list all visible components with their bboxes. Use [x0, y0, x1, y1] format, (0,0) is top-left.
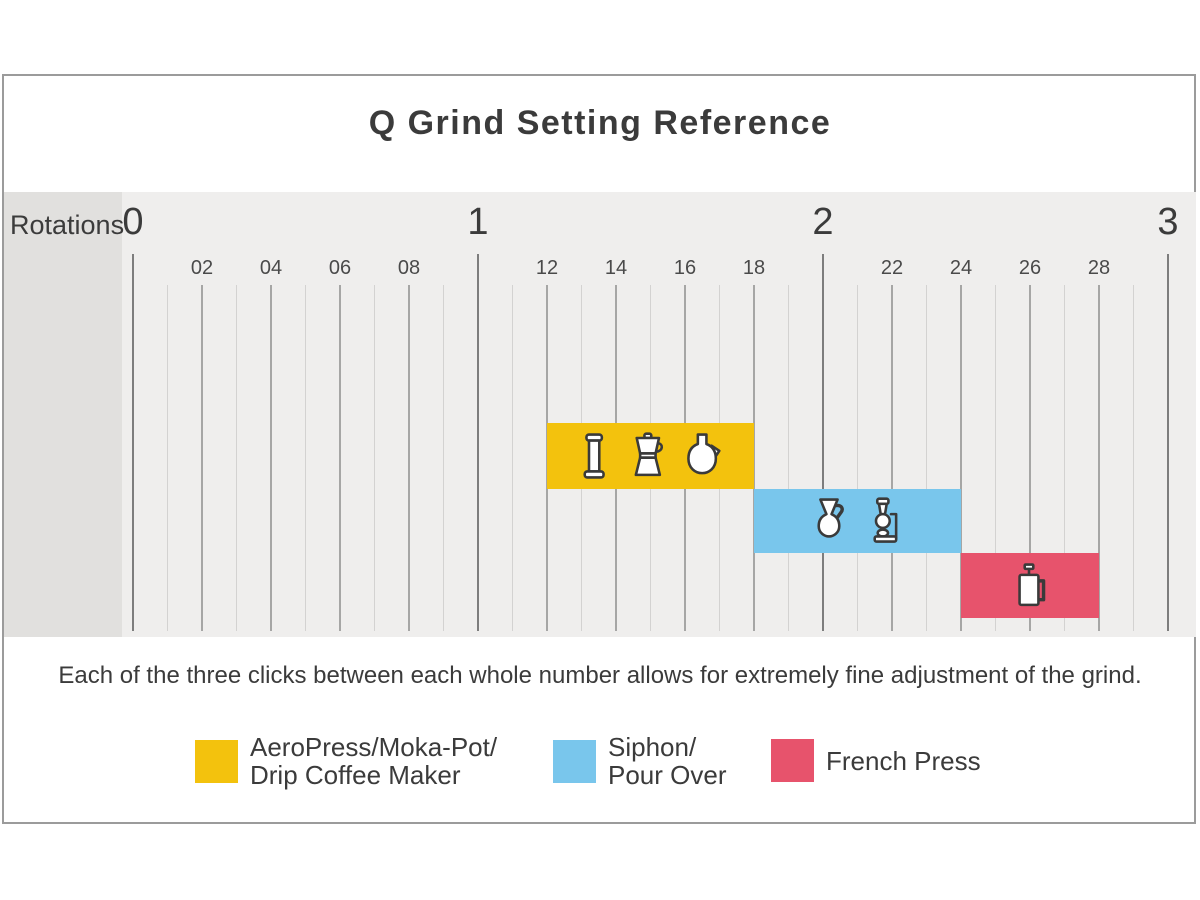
major-tick-label: 3	[1157, 201, 1179, 243]
minor-tick-label: 28	[1087, 257, 1111, 279]
gridline-minor-odd	[1064, 285, 1065, 631]
minor-tick-label: 26	[1018, 257, 1042, 279]
legend-label: AeroPress/Moka-Pot/ Drip Coffee Maker	[250, 733, 497, 789]
legend-label: Siphon/ Pour Over	[608, 733, 727, 789]
axis-label-box	[4, 192, 122, 637]
pour-over-icon	[817, 498, 844, 538]
gridline-major	[132, 254, 134, 631]
minor-tick-label: 12	[535, 257, 559, 279]
gridline-minor-odd	[926, 285, 927, 631]
legend-swatch-blue	[553, 739, 596, 783]
siphon-icon	[872, 497, 897, 543]
legend-label-line: Drip Coffee Maker	[250, 760, 461, 790]
drip-coffee-maker-icon	[686, 433, 721, 475]
gridline-major	[822, 254, 824, 631]
gridline-minor-even	[201, 285, 203, 631]
legend-label-line: Pour Over	[608, 760, 727, 790]
gridline-major	[477, 254, 479, 631]
gridline-minor-even	[408, 285, 410, 631]
gridline-minor-even	[1098, 285, 1100, 631]
legend-swatch-red	[771, 739, 814, 782]
minor-tick-label: 16	[673, 257, 697, 279]
legend-item-french-press: French Press	[771, 739, 981, 782]
minor-tick-label: 02	[190, 257, 214, 279]
legend-label-line: AeroPress/Moka-Pot/	[250, 732, 498, 762]
chart-title: Q Grind Setting Reference	[368, 104, 832, 142]
gridline-minor-odd	[374, 285, 375, 631]
major-tick-label: 2	[812, 201, 834, 243]
gridline-minor-odd	[443, 285, 444, 631]
band-siphon-pour-over	[754, 489, 961, 553]
minor-tick-label: 04	[259, 257, 283, 279]
legend-label-line: French Press	[826, 745, 981, 776]
minor-tick-label: 24	[949, 257, 973, 279]
minor-tick-label: 06	[328, 257, 352, 279]
gridline-minor-even	[960, 285, 962, 631]
minor-tick-label: 14	[604, 257, 628, 279]
gridline-minor-odd	[305, 285, 306, 631]
major-tick-label: 0	[122, 201, 144, 243]
gridline-minor-odd	[236, 285, 237, 631]
axis-label: Rotations	[10, 210, 125, 240]
gridline-minor-odd	[512, 285, 513, 631]
moka-pot-icon	[634, 432, 664, 477]
minor-tick-label: 08	[397, 257, 421, 279]
aeropress-icon	[583, 433, 605, 479]
minor-tick-label: 22	[880, 257, 904, 279]
legend-swatch-yellow	[195, 739, 238, 783]
band-french-press	[961, 553, 1099, 618]
band-aeropress-moka-pot-drip-coffee-maker	[547, 423, 754, 489]
gridline-minor-even	[339, 285, 341, 631]
caption-text: Each of the three clicks between each wh…	[58, 662, 1142, 689]
gridline-minor-odd	[995, 285, 996, 631]
gridline-minor-even	[1029, 285, 1031, 631]
gridline-minor-odd	[1133, 285, 1134, 631]
gridline-minor-odd	[167, 285, 168, 631]
gridline-minor-odd	[857, 285, 858, 631]
gridline-minor-odd	[788, 285, 789, 631]
gridline-major	[1167, 254, 1169, 631]
major-tick-label: 1	[467, 201, 489, 243]
legend-item-aeropress-moka-drip: AeroPress/Moka-Pot/ Drip Coffee Maker	[195, 733, 497, 789]
gridline-minor-even	[891, 285, 893, 631]
legend-item-siphon-pour-over: Siphon/ Pour Over	[553, 733, 727, 789]
minor-tick-label: 18	[742, 257, 766, 279]
legend-label: French Press	[826, 747, 981, 775]
legend-label-line: Siphon/	[608, 732, 697, 762]
gridline-minor-even	[753, 285, 755, 631]
french-press-icon	[1018, 562, 1046, 606]
gridline-minor-even	[270, 285, 272, 631]
